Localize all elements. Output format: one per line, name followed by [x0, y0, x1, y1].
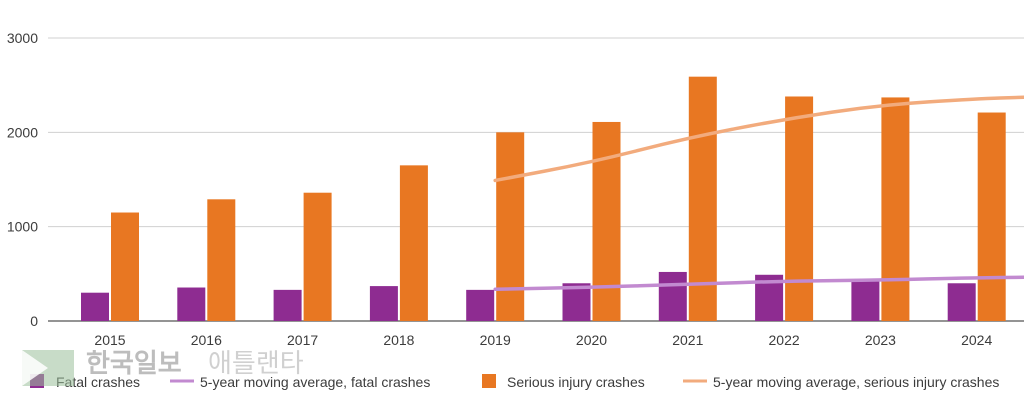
x-tick-label: 2022 — [769, 332, 800, 348]
legend-label-fatal-avg: 5-year moving average, fatal crashes — [200, 374, 430, 390]
bar-serious-injury-crashes-2022 — [785, 96, 814, 321]
y-tick-label: 2000 — [7, 124, 38, 140]
x-tick-label: 2016 — [191, 332, 222, 348]
legend-label-fatal-crashes: Fatal crashes — [56, 374, 140, 390]
bar-fatal-crashes-2020 — [562, 283, 591, 321]
legend: Fatal crashes 5-year moving average, fat… — [30, 374, 999, 390]
x-tick-label: 2017 — [287, 332, 318, 348]
bar-serious-injury-crashes-2023 — [881, 97, 910, 322]
watermark-korean-name: 한국일보 — [86, 348, 182, 378]
line-5-year-moving-average-fatal-crashes — [493, 275, 1024, 291]
bar-fatal-crashes-2023 — [851, 280, 880, 321]
bar-serious-injury-crashes-2015 — [111, 212, 139, 321]
x-tick-label: 2021 — [672, 332, 703, 348]
y-axis-ticks: 0 1000 2000 3000 — [7, 30, 38, 329]
bar-serious-injury-crashes-2024 — [977, 112, 1006, 321]
bar-fatal-crashes-2024 — [947, 283, 976, 321]
x-tick-label: 2018 — [383, 332, 414, 348]
bar-fatal-crashes-2017 — [273, 289, 302, 321]
legend-swatch-serious-injury-crashes — [482, 374, 496, 388]
bar-fatal-crashes-2018 — [369, 286, 398, 321]
bar-fatal-crashes-2019 — [466, 289, 495, 321]
legend-label-serious-injury-crashes: Serious injury crashes — [507, 374, 645, 390]
bar-serious-injury-crashes-2019 — [496, 132, 525, 321]
x-tick-label: 2023 — [865, 332, 896, 348]
bar-fatal-crashes-2015 — [81, 292, 109, 321]
watermark-logo-icon — [22, 350, 74, 386]
bar-serious-injury-crashes-2018 — [399, 165, 428, 321]
x-axis-ticks: 2015 2016 2017 2018 2019 2020 2021 2022 2023 2024 — [94, 332, 992, 348]
legend-label-serious-avg: 5-year moving average, serious injury cr… — [713, 374, 999, 390]
x-tick-label: 2024 — [961, 332, 992, 348]
bars — [81, 76, 1006, 322]
moving-average-lines — [493, 95, 1024, 291]
x-tick-label: 2015 — [94, 332, 125, 348]
bar-serious-injury-crashes-2017 — [303, 192, 332, 321]
watermark-city-name: 애틀랜타 — [208, 348, 304, 378]
y-tick-label: 3000 — [7, 30, 38, 46]
x-tick-label: 2019 — [480, 332, 511, 348]
bar-serious-injury-crashes-2021 — [688, 76, 717, 321]
watermark: 한국일보 애틀랜타 — [22, 348, 304, 386]
line-5-year-moving-average-serious-injury-crashes — [493, 95, 1024, 183]
bar-serious-injury-crashes-2020 — [592, 121, 621, 321]
y-tick-label: 0 — [30, 313, 38, 329]
bar-serious-injury-crashes-2016 — [207, 199, 236, 321]
y-tick-label: 1000 — [7, 219, 38, 235]
bar-fatal-crashes-2016 — [177, 287, 206, 321]
bar-fatal-crashes-2021 — [658, 271, 687, 321]
x-tick-label: 2020 — [576, 332, 607, 348]
